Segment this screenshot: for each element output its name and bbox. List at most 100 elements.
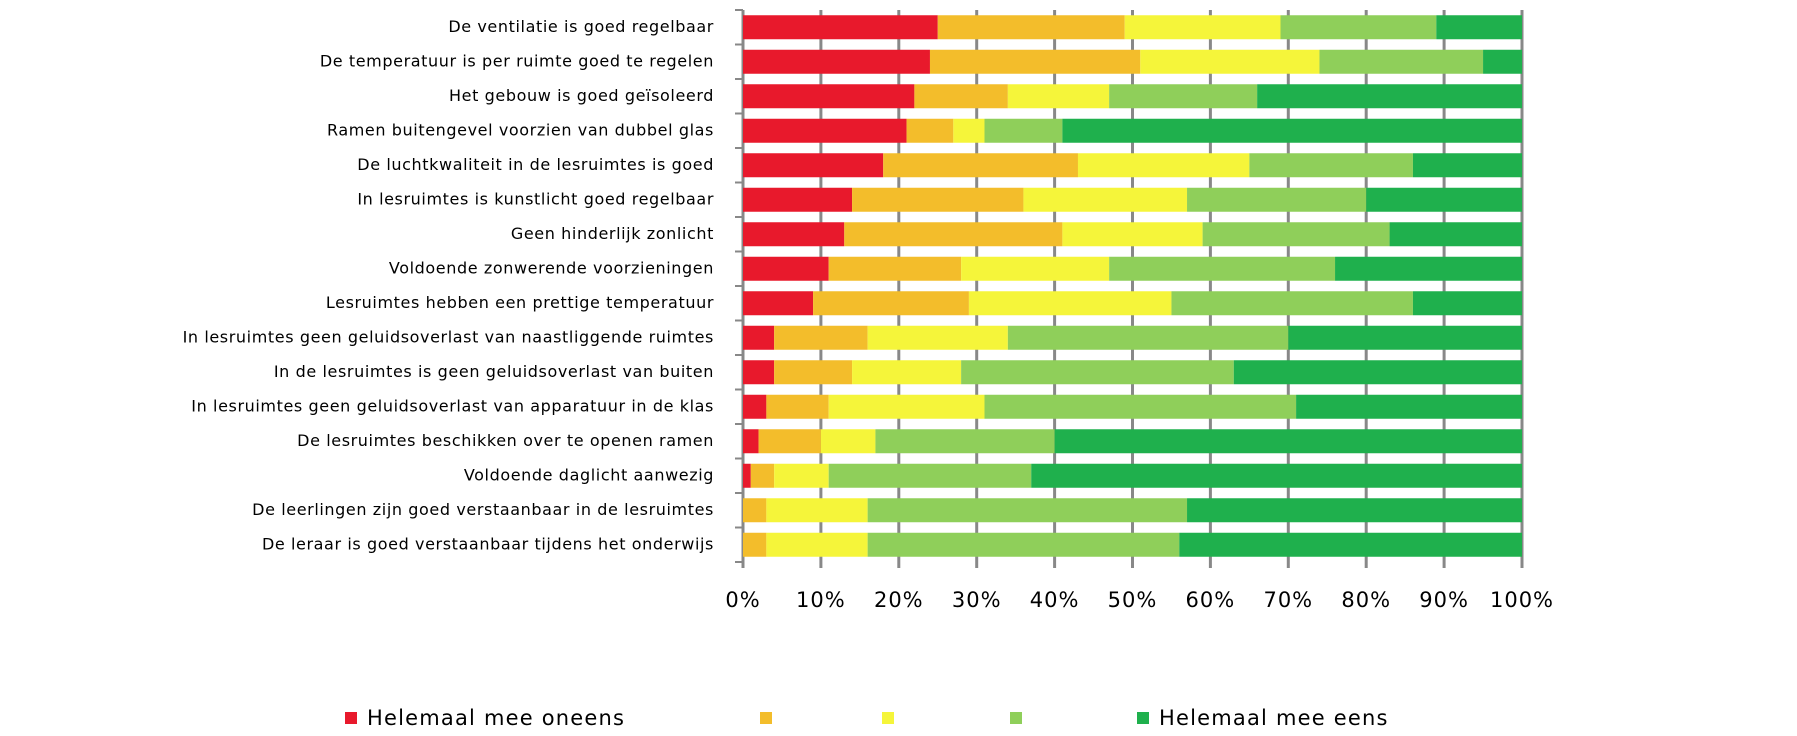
bar-segment <box>1031 463 1522 488</box>
x-tick-label: 80% <box>1341 588 1391 612</box>
bar-segment <box>914 84 1008 109</box>
legend-swatch <box>882 712 894 724</box>
legend-swatch <box>1137 712 1149 724</box>
bar-segment <box>1109 84 1258 109</box>
bar-segment <box>1319 49 1484 74</box>
bar-segment <box>743 15 938 40</box>
x-tick-label: 20% <box>874 588 924 612</box>
bar-segment <box>1436 15 1522 40</box>
legend-label: Helemaal mee eens <box>1159 706 1389 730</box>
bar-segment <box>961 360 1234 385</box>
x-tick-label: 100% <box>1490 588 1554 612</box>
x-tick-label: 90% <box>1419 588 1469 612</box>
bar-segment <box>743 153 884 178</box>
bar-segment <box>774 325 868 350</box>
bar-segment <box>743 463 751 488</box>
bar-segment <box>743 325 775 350</box>
bar-segment <box>852 360 962 385</box>
bar-segment <box>1054 429 1522 454</box>
bar-segment <box>1249 153 1413 178</box>
bar-segment <box>867 532 1180 557</box>
bar-segment <box>906 118 954 143</box>
y-tick-label: In lesruimtes geen geluidsoverlast van a… <box>191 396 714 415</box>
bar-segment <box>743 118 907 143</box>
bar-segment <box>743 84 915 109</box>
bar-segment <box>1187 187 1367 212</box>
bar-segment <box>1233 360 1522 385</box>
y-tick-label: In lesruimtes geen geluidsoverlast van n… <box>183 327 714 346</box>
bar-segment <box>820 429 876 454</box>
bar-segment <box>875 429 1055 454</box>
bar-segment <box>1202 222 1390 247</box>
bar-segment <box>774 463 829 488</box>
bar-segment <box>883 153 1078 178</box>
bar-segment <box>743 187 853 212</box>
bar-segment <box>743 291 814 316</box>
legend-swatch <box>760 712 772 724</box>
bar-segment <box>774 360 853 385</box>
y-tick-label: De temperatuur is per ruimte goed te reg… <box>320 51 714 70</box>
x-tick-label: 0% <box>725 588 760 612</box>
y-tick-label: Voldoende zonwerende voorzieningen <box>389 258 714 277</box>
bar-segment <box>1483 49 1522 74</box>
bar-segment <box>1412 291 1522 316</box>
bar-segment <box>1062 118 1522 143</box>
bar-segment <box>828 394 985 419</box>
bar-segment <box>813 291 969 316</box>
legend-label: Helemaal mee oneens <box>367 706 625 730</box>
bar-segment <box>961 256 1110 281</box>
bar-segment <box>984 394 1297 419</box>
y-tick-label: Het gebouw is goed geïsoleerd <box>449 86 714 105</box>
bar-segment <box>1124 15 1281 40</box>
bar-segment <box>1389 222 1522 247</box>
legend-swatch <box>1010 712 1022 724</box>
bar-segment <box>743 360 775 385</box>
bar-segment <box>1187 498 1522 523</box>
bar-segment <box>1062 222 1203 247</box>
bar-segment <box>828 256 962 281</box>
y-tick-label: De lesruimtes beschikken over te openen … <box>297 431 714 450</box>
bar-segment <box>1366 187 1522 212</box>
bar-segment <box>1335 256 1522 281</box>
bar-segment <box>1257 84 1522 109</box>
bar-segment <box>743 49 930 74</box>
y-tick-label: Lesruimtes hebben een prettige temperatu… <box>326 293 714 312</box>
bar-segment <box>750 463 775 488</box>
legend-swatch <box>345 712 357 724</box>
y-tick-label: Ramen buitengevel voorzien van dubbel gl… <box>327 120 714 139</box>
bars <box>743 15 1522 557</box>
bar-segment <box>766 498 868 523</box>
bar-segment <box>1179 532 1522 557</box>
x-tick-label: 30% <box>952 588 1002 612</box>
bar-segment <box>743 256 829 281</box>
bar-segment <box>937 15 1125 40</box>
bar-segment <box>953 118 985 143</box>
bar-segment <box>758 429 821 454</box>
bar-segment <box>766 394 829 419</box>
bar-segment <box>1288 325 1522 350</box>
bar-segment <box>984 118 1063 143</box>
bar-segment <box>743 532 767 557</box>
x-tick-label: 40% <box>1030 588 1080 612</box>
bar-segment <box>1171 291 1413 316</box>
bar-segment <box>828 463 1032 488</box>
bar-segment <box>1412 153 1522 178</box>
y-tick-label: In lesruimtes is kunstlicht goed regelba… <box>357 189 714 208</box>
bar-segment <box>867 325 1008 350</box>
bar-segment <box>844 222 1063 247</box>
x-tick-label: 10% <box>796 588 846 612</box>
bar-segment <box>1023 187 1188 212</box>
bar-segment <box>867 498 1188 523</box>
bar-segment <box>1077 153 1250 178</box>
bar-segment <box>968 291 1172 316</box>
y-tick-label: De luchtkwaliteit in de lesruimtes is go… <box>357 155 714 174</box>
bar-segment <box>1007 325 1289 350</box>
y-tick-label: Voldoende daglicht aanwezig <box>464 465 714 484</box>
y-tick-label: De leerlingen zijn goed verstaanbaar in … <box>252 500 714 519</box>
bar-segment <box>1140 49 1320 74</box>
y-tick-label: De leraar is goed verstaanbaar tijdens h… <box>262 534 714 553</box>
x-tick-label: 70% <box>1263 588 1313 612</box>
bar-segment <box>1109 256 1336 281</box>
bar-segment <box>1007 84 1110 109</box>
